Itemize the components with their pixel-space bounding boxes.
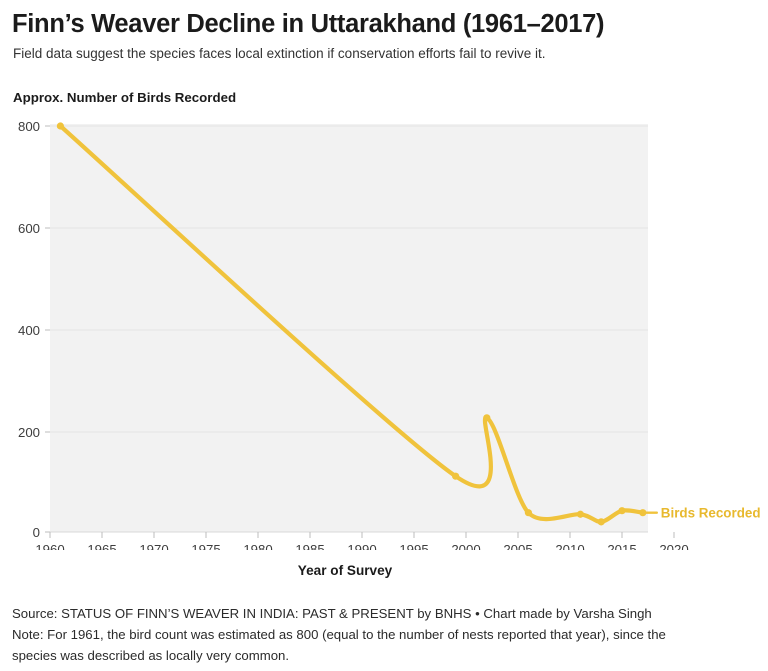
x-tick-label-1965: 1965 [87, 542, 116, 550]
x-tick-label-2000: 2000 [451, 542, 480, 550]
y-tick-label-600: 600 [18, 221, 40, 236]
x-tick-label-2010: 2010 [555, 542, 584, 550]
data-point-marker [452, 472, 460, 480]
footer-note-line-2: species was described as locally very co… [12, 648, 290, 663]
x-tick-label-1985: 1985 [295, 542, 324, 550]
data-point-marker [639, 509, 647, 517]
x-tick-label-2005: 2005 [503, 542, 532, 550]
x-tick-label-2015: 2015 [607, 542, 636, 550]
x-tick-label-1975: 1975 [191, 542, 220, 550]
x-tick-label-1960: 1960 [35, 542, 64, 550]
x-tick-label-1995: 1995 [399, 542, 428, 550]
x-axis-title: Year of Survey [297, 563, 393, 578]
x-tick-label-2020: 2020 [659, 542, 688, 550]
series-label: Birds Recorded [661, 506, 761, 521]
series-markers-birds-recorded [56, 122, 647, 526]
series-line-birds-recorded [58, 123, 645, 524]
chart-plot-area: 800 600 400 200 0 1960 [0, 110, 768, 550]
x-tick-label-1970: 1970 [139, 542, 168, 550]
footer-source: Source: STATUS OF FINN’S WEAVER IN INDIA… [12, 606, 652, 621]
data-point-marker [483, 414, 491, 422]
chart-subtitle: Field data suggest the species faces loc… [13, 46, 546, 61]
y-axis-title: Approx. Number of Birds Recorded [13, 90, 237, 105]
data-point-marker [576, 510, 585, 518]
y-axis-ticks: 800 600 400 200 0 [18, 119, 50, 540]
y-tick-label-400: 400 [18, 323, 40, 338]
data-point-marker [524, 509, 533, 517]
page-title: Finn’s Weaver Decline in Uttarakhand (19… [12, 10, 605, 38]
x-tick-label-1990: 1990 [347, 542, 376, 550]
y-tick-label-800: 800 [18, 119, 40, 134]
data-point-marker [618, 507, 626, 515]
gridlines [50, 125, 648, 533]
y-tick-label-200: 200 [18, 425, 40, 440]
data-point-marker [597, 518, 605, 526]
line-chart-svg: 800 600 400 200 0 1960 [18, 119, 761, 550]
plot-background [50, 124, 648, 532]
data-point-marker [56, 122, 64, 130]
footer-note-line-1: Note: For 1961, the bird count was estim… [12, 627, 666, 642]
y-tick-label-0: 0 [33, 525, 40, 540]
x-tick-label-1980: 1980 [243, 542, 272, 550]
chart-footer: Source: STATUS OF FINN’S WEAVER IN INDIA… [12, 603, 760, 666]
x-axis-ticks: 1960 1965 1970 1975 1980 1985 1990 1995 … [35, 532, 689, 550]
